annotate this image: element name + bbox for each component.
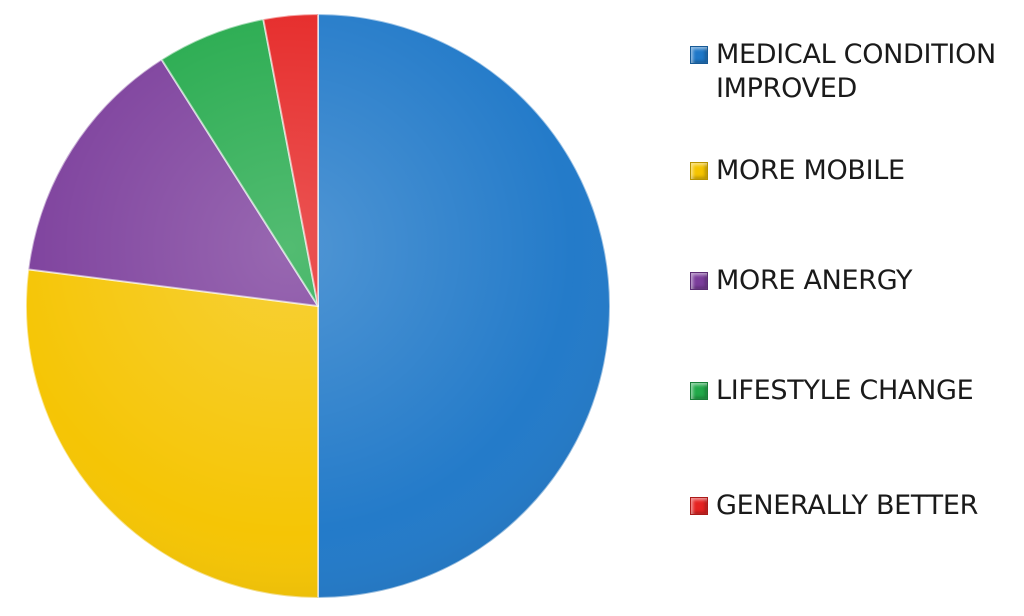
legend-label: MORE ANERGY	[716, 265, 913, 296]
pie-slice-medical-condition-improved	[317, 13, 611, 599]
purple-square-icon	[690, 272, 708, 290]
legend-label: MORE MOBILE	[716, 155, 905, 186]
legend-label: LIFESTYLE CHANGE	[716, 375, 974, 406]
legend-label: MEDICAL CONDITION IMPROVED	[716, 39, 996, 104]
legend-item-more-anergy: MORE ANERGY	[690, 264, 1016, 298]
red-square-icon	[690, 497, 708, 515]
pie-slice-more-mobile	[25, 268, 319, 599]
legend-item-more-mobile: MORE MOBILE	[690, 154, 1016, 188]
blue-square-icon	[690, 46, 708, 64]
legend-item-generally-better: GENERALLY BETTER	[690, 489, 1016, 523]
legend-item-medical-condition: MEDICAL CONDITION IMPROVED	[690, 38, 1016, 106]
yellow-square-icon	[690, 162, 708, 180]
pie-plot	[25, 13, 611, 599]
legend-label: GENERALLY BETTER	[716, 490, 979, 521]
green-square-icon	[690, 382, 708, 400]
legend-item-lifestyle-change: LIFESTYLE CHANGE	[690, 374, 1016, 408]
pie-slices	[25, 13, 611, 599]
